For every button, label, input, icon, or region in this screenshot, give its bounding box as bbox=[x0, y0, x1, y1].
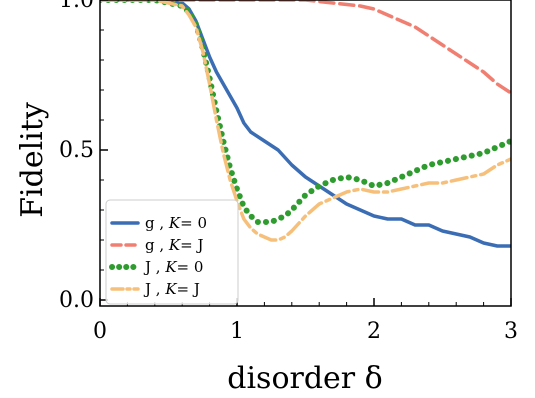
axis-ticks: 0 1 2 3 0.0 0.5 1.0 bbox=[59, 0, 518, 344]
series-line-3 bbox=[100, 0, 511, 225]
x-tick-label: 1 bbox=[230, 319, 244, 344]
x-tick-label: 3 bbox=[504, 319, 518, 344]
x-tick-label: 2 bbox=[367, 319, 381, 344]
series-line-4 bbox=[100, 0, 511, 242]
y-axis-label: Fidelity bbox=[15, 102, 50, 218]
legend-label-2: g , K= J bbox=[145, 236, 203, 254]
legend-label-4: J , K= J bbox=[143, 280, 200, 298]
legend: g , K= 0 g , K= J J , K= 0 J , K= J bbox=[105, 199, 239, 305]
legend-box bbox=[105, 199, 239, 305]
legend-label-3: J , K= 0 bbox=[143, 258, 203, 276]
series-line-1 bbox=[100, 0, 511, 248]
plot-area-frame bbox=[99, 0, 512, 307]
series-layer bbox=[100, 0, 511, 248]
legend-label-1: g , K= 0 bbox=[145, 214, 207, 232]
x-tick-label: 0 bbox=[93, 319, 107, 344]
x-axis-label: disorder δ bbox=[227, 361, 383, 396]
y-tick-label: 1.0 bbox=[59, 0, 94, 13]
series-line-2 bbox=[100, 0, 511, 95]
y-tick-label: 0.5 bbox=[59, 138, 94, 163]
y-tick-label: 0.0 bbox=[59, 288, 94, 313]
